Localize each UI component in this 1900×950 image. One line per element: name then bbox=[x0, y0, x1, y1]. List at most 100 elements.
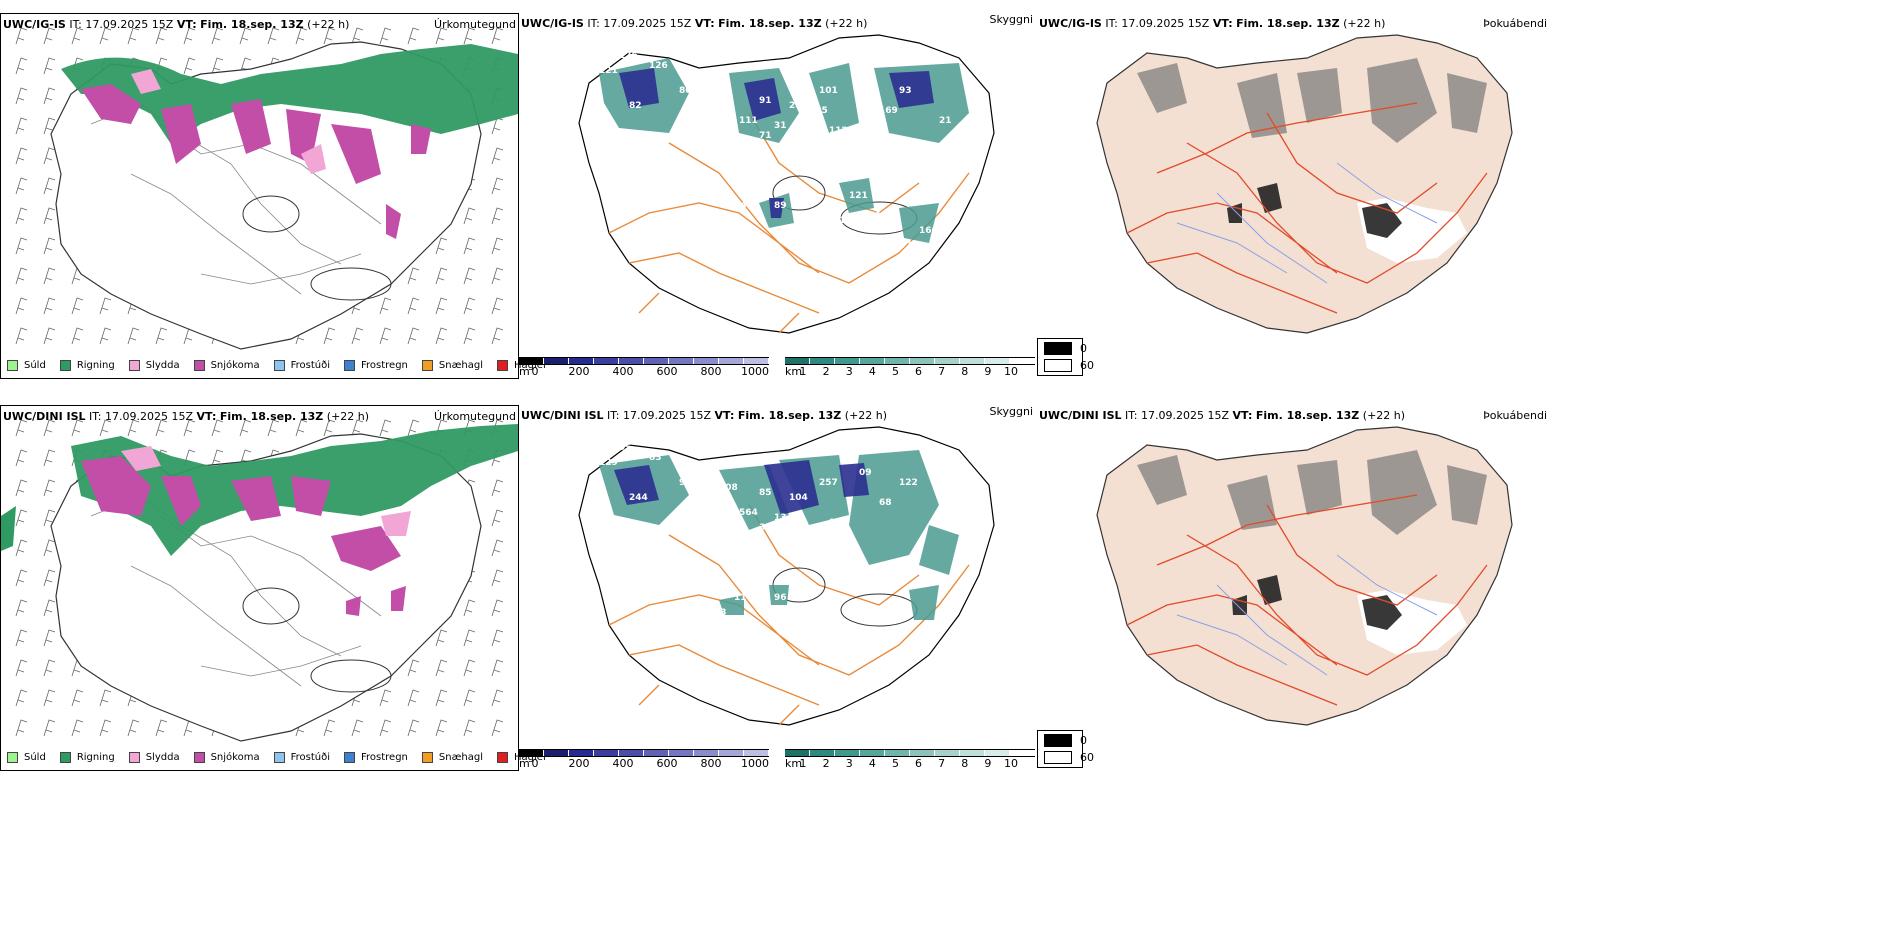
wind-barb bbox=[15, 689, 28, 707]
wind-barb bbox=[127, 27, 140, 45]
colorbar-tick: 1000 bbox=[741, 365, 769, 378]
fog-index-panel: UWC/DINI ISL IT: 17.09.2025 15Z VT: Fim.… bbox=[1037, 405, 1549, 771]
colorbar-unit: km bbox=[785, 365, 803, 378]
visibility-value-label: 564 bbox=[739, 508, 758, 518]
colorbar-segment bbox=[810, 358, 835, 364]
wind-barb bbox=[491, 327, 504, 345]
it-value: 17.09.2025 15Z bbox=[1141, 409, 1230, 422]
wind-barb bbox=[435, 689, 448, 707]
colorbar-unit: km bbox=[785, 757, 803, 770]
colorbar-tick: 6 bbox=[915, 757, 923, 770]
legend-swatch bbox=[59, 360, 71, 371]
wind-barb bbox=[463, 267, 476, 285]
wind-barb bbox=[43, 419, 56, 437]
vt-label: VT: bbox=[694, 17, 715, 30]
visibility-value-label: 83 bbox=[649, 453, 662, 463]
wind-barb bbox=[15, 479, 28, 497]
visibility-value-label: 257 bbox=[819, 478, 838, 488]
it-value: 17.09.2025 15Z bbox=[105, 410, 194, 423]
wind-barb bbox=[15, 327, 28, 345]
it-value: 17.09.2025 15Z bbox=[1121, 17, 1210, 30]
wind-barb bbox=[183, 419, 196, 437]
wind-barb bbox=[407, 659, 420, 677]
legend-item: Slydda bbox=[128, 752, 180, 763]
colorbar-segment bbox=[1010, 750, 1035, 756]
colorbar-segment bbox=[1010, 358, 1035, 364]
wind-barb bbox=[379, 719, 392, 737]
legend-swatch bbox=[128, 752, 140, 763]
colorbar-segment bbox=[785, 358, 810, 364]
model-name: UWC/DINI ISL bbox=[1039, 409, 1122, 422]
visibility-value-label: 31 bbox=[774, 121, 787, 131]
wind-barb bbox=[15, 539, 28, 557]
wind-barb bbox=[407, 689, 420, 707]
wind-barb bbox=[435, 659, 448, 677]
precip-legend: Súld Rigning Slydda Snjókoma Frostúði Frostre… bbox=[7, 360, 560, 371]
wind-barb bbox=[15, 599, 28, 617]
colorbar-tick: 0 bbox=[531, 757, 539, 770]
wind-barb bbox=[463, 207, 476, 225]
model-name: UWC/DINI ISL bbox=[521, 409, 604, 422]
visibility-value-label: 96 bbox=[774, 593, 787, 603]
legend-swatch bbox=[497, 360, 509, 371]
colorbar-segment bbox=[644, 358, 669, 364]
visibility-value-label: 93 bbox=[899, 86, 912, 96]
wind-barb bbox=[491, 539, 504, 557]
wind-barb bbox=[491, 569, 504, 587]
it-label: IT: bbox=[69, 18, 82, 31]
colorbar-segment bbox=[569, 358, 594, 364]
wind-barb bbox=[379, 27, 392, 45]
wind-barb bbox=[407, 719, 420, 737]
precip-type-map bbox=[15, 27, 518, 350]
vt-label: VT: bbox=[1212, 17, 1233, 30]
wind-barb bbox=[43, 207, 56, 225]
it-label: IT: bbox=[1105, 17, 1118, 30]
lead-time: (+22 h) bbox=[1343, 17, 1386, 30]
it-value: 17.09.2025 15Z bbox=[85, 18, 174, 31]
wind-barb bbox=[43, 689, 56, 707]
vt-label: VT: bbox=[196, 410, 217, 423]
colorbar-segment bbox=[694, 358, 719, 364]
wind-barb bbox=[71, 297, 84, 315]
wind-barb bbox=[351, 327, 364, 345]
legend-item: Snjókoma bbox=[193, 752, 260, 763]
visibility-value-label: 12 bbox=[589, 86, 602, 96]
legend-item: Snjókoma bbox=[193, 360, 260, 371]
panel-header: UWC/IG-IS IT: 17.09.2025 15Z VT: Fim. 18… bbox=[521, 17, 867, 30]
colorbar-segment bbox=[860, 358, 885, 364]
visibility-value-label: 18 bbox=[709, 136, 722, 146]
legend-item: Slydda bbox=[128, 360, 180, 371]
visibility-value-label: 85 bbox=[759, 488, 772, 498]
panel-header: UWC/IG-IS IT: 17.09.2025 15Z VT: Fim. 18… bbox=[1039, 17, 1385, 30]
visibility-value-label: 85 bbox=[684, 106, 697, 116]
legend-item: Haglél bbox=[497, 360, 546, 371]
colorbar-tick: 5 bbox=[891, 365, 899, 378]
wind-barb bbox=[407, 327, 420, 345]
panel-title: Þokuábendi bbox=[1483, 17, 1547, 30]
colorbar-segment bbox=[619, 750, 644, 756]
fog-legend-row: 60 bbox=[1044, 751, 1094, 764]
legend-label: Rigning bbox=[76, 752, 115, 763]
fog-legend-swatch bbox=[1044, 751, 1072, 764]
visibility-value-label: 126 bbox=[649, 61, 668, 71]
wind-barb bbox=[491, 297, 504, 315]
wind-barb bbox=[463, 327, 476, 345]
colorbar-segment bbox=[910, 358, 935, 364]
colorbar-segment bbox=[519, 358, 544, 364]
colorbar-tick: 3 bbox=[845, 365, 853, 378]
legend-swatch bbox=[344, 360, 355, 371]
wind-barb bbox=[491, 719, 504, 737]
vt-label: VT: bbox=[176, 18, 197, 31]
wind-barb bbox=[71, 419, 84, 437]
fog-legend-row: 0 bbox=[1044, 342, 1087, 355]
wind-barb bbox=[491, 27, 504, 45]
wind-barb bbox=[351, 419, 364, 437]
visibility-value-label: 996 bbox=[679, 478, 698, 488]
wind-barb bbox=[211, 449, 224, 467]
wind-barb bbox=[43, 327, 56, 345]
lead-time: (+22 h) bbox=[307, 18, 350, 31]
wind-barb bbox=[407, 297, 420, 315]
wind-barb bbox=[155, 327, 168, 345]
wind-barb bbox=[435, 327, 448, 345]
